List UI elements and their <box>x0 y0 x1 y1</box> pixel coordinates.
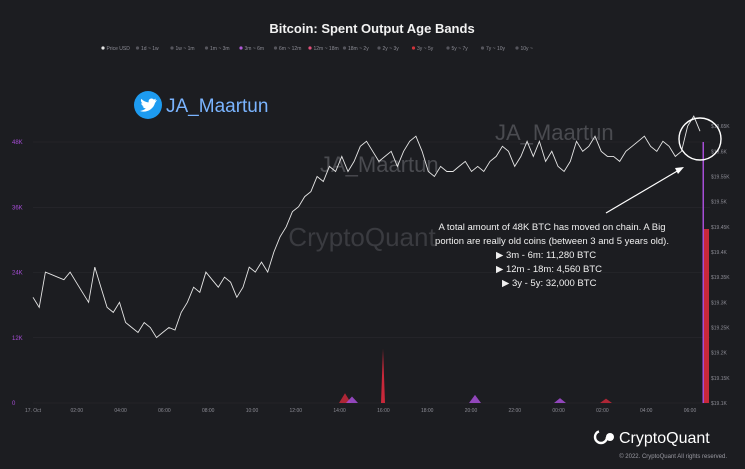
volume-bar-3y-5y <box>704 229 709 403</box>
legend-marker <box>342 46 347 50</box>
annotation-line: portion are really old coins (between 3 … <box>435 236 669 247</box>
volume-spike-mid <box>381 348 385 403</box>
x-tick-label: 02:00 <box>596 408 609 414</box>
legend-item[interactable]: 3m ~ 6m <box>245 46 265 52</box>
x-tick-label: 12:00 <box>290 408 303 414</box>
volume-series <box>339 142 709 403</box>
annotation-arrow <box>605 169 680 214</box>
y-right-tick-label: $19.1K <box>711 401 728 407</box>
annotation-line: A total amount of 48K BTC has moved on c… <box>438 222 665 233</box>
y-axis-left: 0 12K 24K 36K 48K <box>12 140 23 407</box>
x-tick-label: 17. Oct <box>25 408 42 414</box>
legend-item[interactable]: 10y ~ <box>521 46 533 52</box>
highlight-circle <box>678 117 722 161</box>
copyright: © 2022. CryptoQuant All rights reserved. <box>619 453 727 460</box>
legend-item[interactable]: 1w ~ 1m <box>176 46 195 52</box>
price-usd-line <box>32 115 701 339</box>
x-tick-label: 02:00 <box>71 408 84 414</box>
watermark-name-left: JA_Maartun <box>320 152 439 177</box>
y-left-tick-label: 36K <box>12 205 23 211</box>
y-right-tick-label: $19.5K <box>711 200 728 206</box>
annotation: A total amount of 48K BTC has moved on c… <box>435 222 669 289</box>
y-left-tick-label: 24K <box>12 271 23 277</box>
legend-marker <box>135 46 140 50</box>
legend-marker <box>515 46 519 50</box>
legend-marker <box>480 46 485 50</box>
legend-marker <box>170 46 174 50</box>
legend-marker <box>273 46 278 50</box>
y-right-tick-label: $19.55K <box>711 175 730 181</box>
legend-item[interactable]: 7y ~ 10y <box>486 46 506 52</box>
twitter-badge: JA_Maartun <box>134 91 268 119</box>
y-right-tick-label: $19.4K <box>711 250 728 256</box>
legend[interactable]: Price USD 1d ~ 1w 1w ~ 1m 1m ~ 3m 3m ~ 6m 6m … <box>101 46 533 52</box>
x-tick-label: 16:00 <box>377 408 390 414</box>
watermark-name-right: JA_Maartun <box>495 120 614 145</box>
y-right-tick-label: $19.15K <box>711 376 730 382</box>
volume-bump <box>469 394 481 403</box>
volume-bump <box>346 396 358 403</box>
legend-marker <box>204 46 209 50</box>
y-right-tick-label: $19.35K <box>711 275 730 281</box>
y-right-tick-label: $19.25K <box>711 326 730 332</box>
x-tick-label: 04:00 <box>640 408 653 414</box>
x-tick-label: 00:00 <box>552 408 565 414</box>
twitter-bird-glyph <box>140 98 157 112</box>
legend-item[interactable]: 1m ~ 3m <box>210 46 230 52</box>
y-right-tick-label: $19.6K <box>711 149 728 155</box>
x-tick-label: 14:00 <box>333 408 346 414</box>
brand-logo: CryptoQuant <box>593 429 710 447</box>
x-tick-label: 18:00 <box>421 408 434 414</box>
x-tick-label: 06:00 <box>158 408 171 414</box>
annotation-line: ▶ 12m - 18m: 4,560 BTC <box>496 264 602 275</box>
legend-item[interactable]: 18m ~ 2y <box>348 46 369 52</box>
volume-bump <box>339 393 351 403</box>
legend-marker <box>239 46 243 50</box>
gridlines <box>33 141 710 404</box>
twitter-handle: JA_Maartun <box>166 96 268 117</box>
annotation-line: ▶ 3m - 6m: 11,280 BTC <box>496 250 596 261</box>
y-axis-right: $19.65K $19.6K $19.55K $19.5K $19.45K $19.4K $… <box>711 124 730 407</box>
legend-marker <box>101 46 105 50</box>
y-left-tick-label: 12K <box>12 336 23 342</box>
x-tick-label: 20:00 <box>465 408 478 414</box>
watermark-center: CryptoQuant <box>288 222 436 252</box>
x-tick-label: 06:00 <box>684 408 697 414</box>
y-right-tick-label: $19.65K <box>711 124 730 130</box>
cryptoquant-logo-dot <box>606 433 614 441</box>
y-right-tick-label: $19.45K <box>711 225 730 231</box>
legend-marker <box>411 46 416 50</box>
volume-bump <box>600 398 612 403</box>
legend-item[interactable]: 2y ~ 3y <box>383 46 400 52</box>
x-axis: 17. Oct 02:00 04:00 06:00 08:00 10:00 12:00 14:… <box>25 408 697 414</box>
x-tick-label: 04:00 <box>114 408 127 414</box>
volume-bar-total <box>702 142 704 403</box>
y-left-tick-label: 0 <box>12 401 16 407</box>
legend-marker <box>308 46 312 50</box>
brand-name: CryptoQuant <box>619 430 710 447</box>
legend-marker <box>446 46 450 50</box>
legend-marker <box>377 46 381 50</box>
legend-item[interactable]: 6m ~ 12m <box>279 46 301 52</box>
legend-item[interactable]: 1d ~ 1w <box>141 46 159 52</box>
chart-title: Bitcoin: Spent Output Age Bands <box>269 21 474 36</box>
volume-bump <box>554 398 566 403</box>
annotation-arrowhead <box>675 167 684 174</box>
y-right-tick-label: $19.3K <box>711 300 728 306</box>
legend-item[interactable]: Price USD <box>107 46 131 52</box>
legend-item[interactable]: 5y ~ 7y <box>452 46 469 52</box>
x-tick-label: 10:00 <box>246 408 259 414</box>
annotation-line: ▶ 3y - 5y: 32,000 BTC <box>502 278 597 289</box>
legend-item[interactable]: 12m ~ 18m <box>314 46 339 52</box>
y-right-tick-label: $19.2K <box>711 351 728 357</box>
y-left-tick-label: 48K <box>12 140 23 146</box>
x-tick-label: 22:00 <box>509 408 522 414</box>
x-tick-label: 08:00 <box>202 408 215 414</box>
legend-item[interactable]: 3y ~ 5y <box>417 46 434 52</box>
